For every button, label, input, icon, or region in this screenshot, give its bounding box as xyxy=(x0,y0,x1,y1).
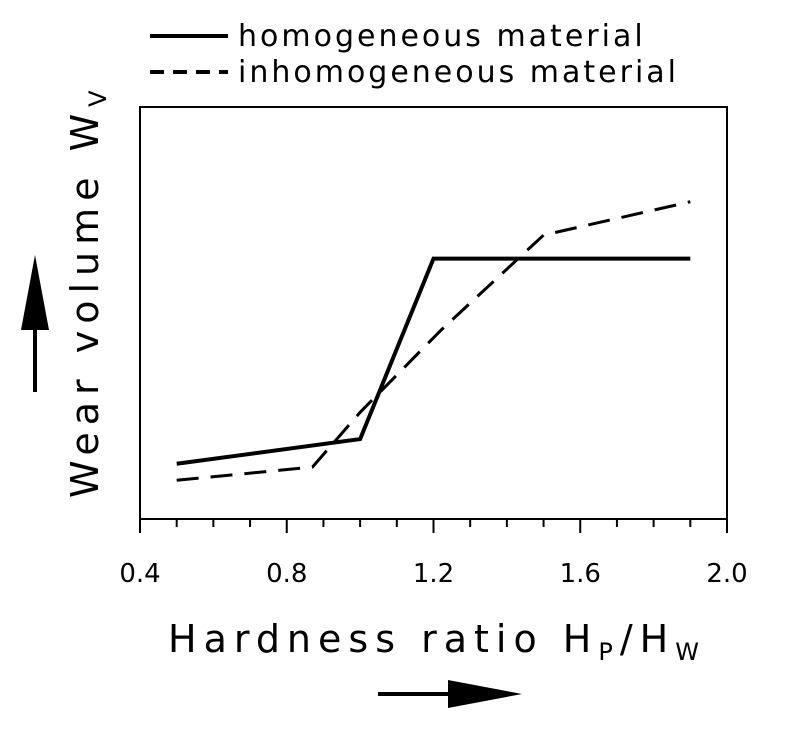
x-axis-arrow xyxy=(378,680,522,708)
x-tick-label: 1.2 xyxy=(413,559,454,589)
legend-label-homogeneous: homogeneous material xyxy=(238,19,646,54)
legend-label-inhomogeneous: inhomogeneous material xyxy=(238,55,679,90)
x-tick-label: 1.6 xyxy=(560,559,601,589)
y-axis-arrow xyxy=(21,255,49,392)
x-tick-label: 0.8 xyxy=(266,559,307,589)
series-line-homogeneous xyxy=(176,256,691,466)
x-axis-ticks xyxy=(139,519,728,533)
x-axis-title: Hardness ratio HP/HW xyxy=(168,617,706,666)
x-tick-label: 2.0 xyxy=(706,559,747,589)
series-lines xyxy=(176,200,691,482)
x-tick-label: 0.4 xyxy=(119,559,160,589)
series-line-inhomogeneous xyxy=(176,200,691,482)
legend: homogeneous material inhomogeneous mater… xyxy=(150,19,679,90)
y-axis-title: Wear volume WV xyxy=(63,83,112,498)
x-axis-tick-labels: 0.4 0.8 1.2 1.6 2.0 xyxy=(119,559,747,589)
